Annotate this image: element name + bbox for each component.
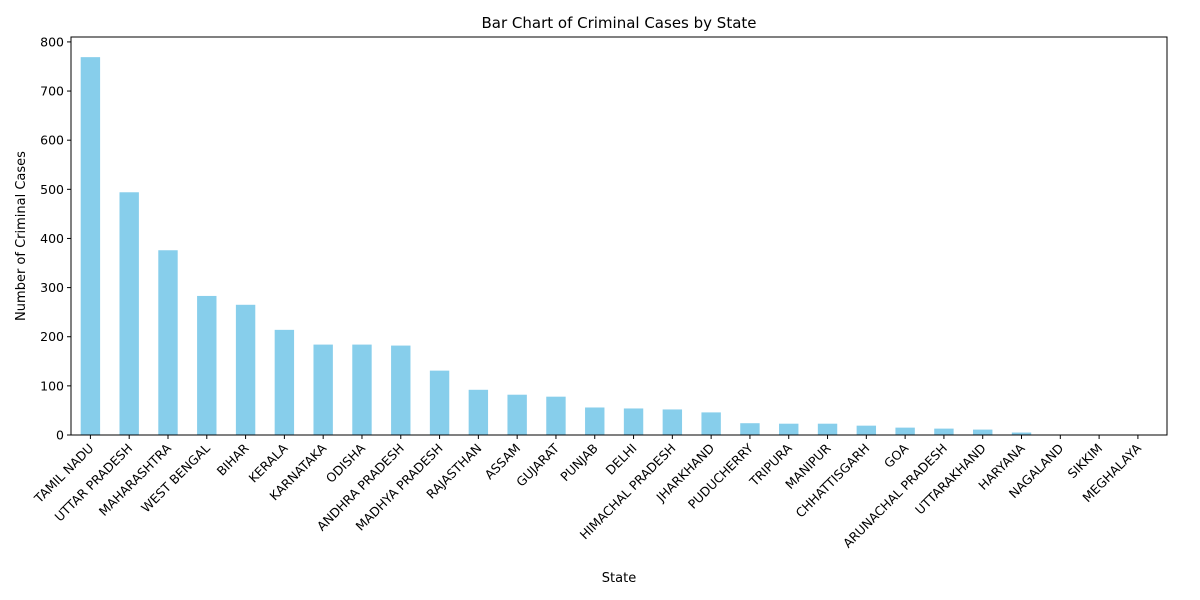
bar <box>895 427 915 435</box>
bar <box>740 423 760 435</box>
bar <box>817 423 838 435</box>
bar <box>468 389 489 435</box>
bar <box>391 345 411 435</box>
bar <box>546 396 566 435</box>
bar <box>313 344 333 435</box>
y-tick-label: 500 <box>40 182 64 197</box>
y-tick-label: 800 <box>40 34 64 49</box>
bars-group <box>80 57 1148 435</box>
bar <box>80 57 101 435</box>
bar <box>197 295 217 435</box>
bar <box>274 329 295 435</box>
bar <box>662 409 683 435</box>
y-tick-label: 700 <box>40 84 64 99</box>
y-tick-label: 400 <box>40 231 64 246</box>
bar <box>623 408 644 435</box>
bar <box>973 429 993 435</box>
y-tick-label: 0 <box>56 428 64 443</box>
bar <box>1011 432 1032 435</box>
bar <box>507 394 527 435</box>
y-tick-label: 300 <box>40 280 64 295</box>
x-tick-label: WEST BENGAL <box>138 440 213 515</box>
bar <box>352 344 372 435</box>
x-tick-label: CHHATTISGARH <box>792 441 872 521</box>
x-tick-label: PUNJAB <box>557 441 601 485</box>
y-tick-label: 200 <box>40 329 64 344</box>
bar <box>119 192 139 435</box>
bar <box>235 304 256 435</box>
plot-frame <box>70 36 1168 436</box>
x-tick-label: DELHI <box>602 441 639 478</box>
x-tick-label: GOA <box>881 440 912 471</box>
bar <box>856 425 877 435</box>
bar <box>934 428 954 435</box>
y-tick-label: 100 <box>40 378 64 393</box>
chart-title: Bar Chart of Criminal Cases by State <box>481 14 756 32</box>
x-tick-label: GUJARAT <box>513 440 562 489</box>
x-axis-label: State <box>602 571 636 586</box>
bar <box>701 412 721 435</box>
bar <box>779 423 799 435</box>
y-tick-label: 600 <box>40 133 64 148</box>
y-axis: 0 100 200 300 400 500 600 700 800 <box>40 34 71 443</box>
bar <box>158 250 178 435</box>
bar <box>585 407 605 435</box>
y-axis-label: Number of Criminal Cases <box>14 151 29 321</box>
bar <box>429 370 450 435</box>
